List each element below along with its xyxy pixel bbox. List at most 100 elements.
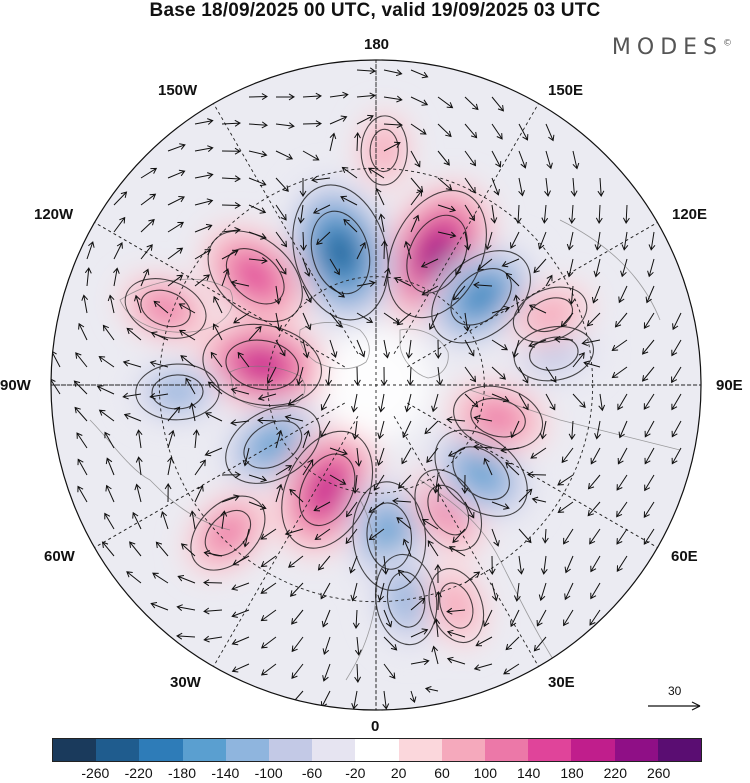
colorbar-swatch — [528, 739, 572, 761]
anomaly-level — [254, 429, 292, 460]
wind-arrow — [155, 541, 169, 557]
contour-ring — [202, 323, 323, 407]
wind-arrow — [589, 528, 601, 545]
wind-arrow — [396, 517, 412, 530]
colorbar-swatch — [139, 739, 183, 761]
wind-arrow — [291, 609, 304, 625]
meridian-line — [407, 402, 658, 548]
wind-arrow — [77, 485, 88, 503]
wind-arrow — [616, 528, 628, 545]
wind-arrow — [566, 231, 574, 251]
wind-arrow — [542, 528, 549, 544]
wind-arrow — [356, 67, 376, 75]
wind-arrow — [643, 312, 655, 330]
wind-arrow — [643, 501, 655, 519]
wind-arrow — [132, 511, 142, 530]
wind-arrow — [518, 528, 532, 544]
wind-vectors — [51, 67, 682, 710]
wind-arrow — [231, 582, 250, 591]
wind-arrow — [437, 123, 452, 138]
wind-arrow — [302, 150, 320, 161]
wind-arrow — [311, 176, 331, 184]
wind-arrow — [221, 471, 241, 479]
lon-label-150e: 150E — [548, 82, 584, 99]
wind-arrow — [76, 432, 88, 449]
colorbar-tick-label: -100 — [254, 765, 283, 781]
wind-arrow — [378, 213, 386, 233]
wind-arrow — [126, 571, 142, 584]
wind-arrow — [105, 484, 115, 503]
wind-arrow — [518, 177, 525, 197]
wind-arrow — [644, 447, 655, 465]
contour-ring — [292, 184, 389, 321]
wind-arrow — [177, 575, 196, 584]
wind-arrow — [409, 690, 417, 704]
wind-arrow — [671, 447, 682, 465]
contour-lines — [124, 115, 594, 646]
wind-arrow — [643, 528, 655, 545]
wind-arrow — [129, 541, 142, 557]
wind-arrow — [591, 285, 601, 304]
wind-arrow — [491, 339, 509, 351]
wind-arrow — [590, 447, 601, 465]
wind-arrow — [297, 204, 305, 224]
wind-arrow — [351, 393, 358, 413]
wind-arrow — [260, 555, 277, 568]
lon-label-30w: 30W — [170, 674, 201, 691]
lon-label-30e: 30E — [548, 674, 575, 691]
lon-label-60w: 60W — [44, 548, 75, 565]
wind-arrow — [406, 366, 414, 386]
wind-arrow — [437, 204, 457, 213]
wind-arrow — [614, 312, 628, 328]
wind-arrow — [377, 582, 385, 602]
brand-mark: © — [723, 38, 732, 49]
anomaly-level — [463, 456, 500, 490]
wind-arrow — [329, 339, 338, 359]
wind-arrow — [291, 663, 304, 679]
wind-arrow — [587, 501, 601, 517]
wind-arrow — [84, 267, 92, 287]
wind-arrow — [561, 447, 574, 464]
wind-arrow — [429, 312, 439, 330]
colorbar-swatch — [657, 739, 702, 761]
wind-arrow — [518, 123, 529, 141]
wind-arrow — [221, 201, 241, 209]
wind-arrow — [434, 564, 442, 584]
wind-arrow — [671, 420, 682, 438]
wind-arrow — [382, 690, 390, 710]
wind-arrow — [153, 300, 169, 314]
colorbar-tick-label: -20 — [345, 765, 366, 781]
colorbar-ticks: -260 -220 -180 -140 -100 -60 -20 20 60 100 140 180 2… — [0, 765, 750, 783]
wind-arrow — [464, 366, 477, 383]
anomaly-level — [243, 351, 281, 378]
contour-ring — [453, 385, 544, 450]
wind-arrow — [448, 546, 466, 557]
wind-scale: 30 — [646, 684, 706, 714]
wind-arrow — [437, 96, 454, 109]
wind-arrow — [321, 609, 331, 628]
wind-arrow — [392, 497, 412, 505]
wind-arrow — [644, 474, 655, 492]
wind-arrow — [563, 528, 574, 545]
wind-arrow — [383, 339, 390, 359]
wind-arrow — [518, 488, 533, 503]
lon-label-120w: 120W — [34, 206, 74, 223]
anomaly-level — [374, 515, 404, 558]
wind-arrow — [260, 582, 277, 594]
colorbar-tick-label: -180 — [167, 765, 197, 781]
wind-arrow — [383, 609, 393, 628]
contour-ring — [375, 553, 438, 646]
wind-arrow — [81, 294, 89, 314]
wind-arrow — [329, 115, 348, 125]
wind-arrow — [275, 339, 286, 357]
contour-ring — [529, 336, 579, 371]
contour-ring — [527, 297, 574, 333]
wind-arrow — [231, 636, 250, 646]
wind-arrow — [383, 95, 403, 103]
contour-ring — [452, 446, 510, 501]
wind-arrow — [302, 429, 311, 449]
wind-arrow — [204, 412, 223, 422]
contour-ring — [281, 430, 374, 549]
wind-arrow — [302, 258, 311, 277]
wind-arrow — [86, 241, 95, 260]
